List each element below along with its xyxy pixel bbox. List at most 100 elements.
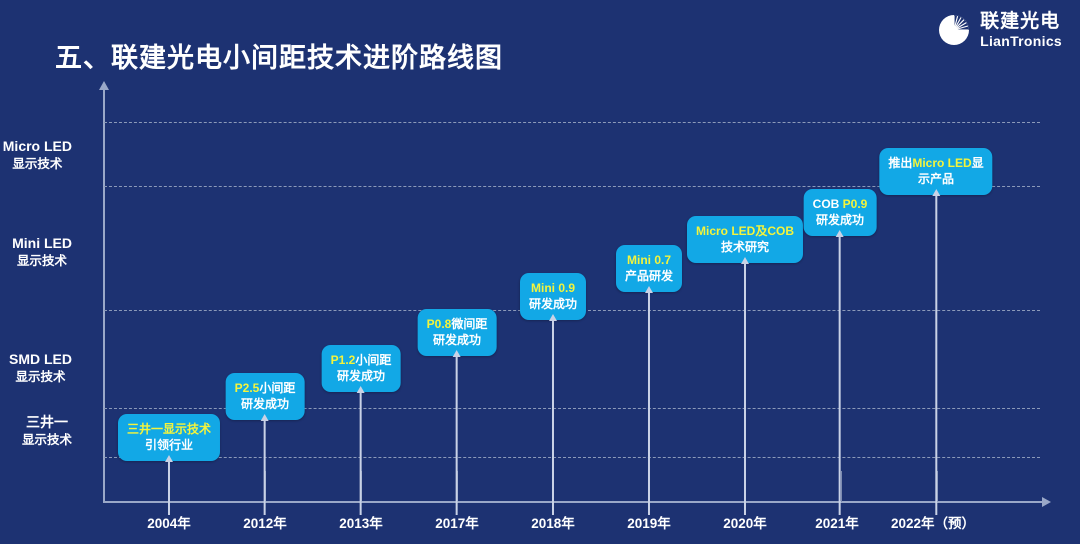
x-axis-tick-2004: 2004年 xyxy=(147,516,191,531)
gridline xyxy=(104,186,1040,187)
gridline xyxy=(104,408,1040,409)
logo-text-cn: 联建光电 xyxy=(980,11,1061,32)
milestone-line2: 研发成功 xyxy=(432,333,482,348)
milestone-stem xyxy=(359,391,362,515)
milestone-line2: 研发成功 xyxy=(528,297,578,312)
milestone-text-highlight: Mini 0.7 xyxy=(626,253,672,267)
milestone-text-highlight: P2.5 xyxy=(234,381,260,395)
milestone-text-pre: COB xyxy=(812,197,843,211)
logo-text-en: LianTronics xyxy=(980,33,1062,49)
milestone-text-highlight: Micro LED及COB xyxy=(695,224,795,238)
milestone-text-highlight: P0.9 xyxy=(842,197,868,211)
milestone-line2: 技术研究 xyxy=(720,240,770,255)
milestone-box[interactable]: Mini 0.9 研发成功 xyxy=(519,273,587,321)
milestone-stem xyxy=(743,262,746,515)
page-title: 五、联建光电小间距技术进阶路线图 xyxy=(55,43,503,73)
x-axis-tick-2012: 2012年 xyxy=(243,516,287,531)
liantronics-fan-logo xyxy=(939,15,970,45)
milestone-box[interactable]: 推出Micro LED显 示产品 xyxy=(879,148,993,196)
milestone-text-highlight: 三井一显示技术 xyxy=(126,422,212,436)
x-axis-line xyxy=(103,501,1043,503)
milestone-stem-arrow xyxy=(164,455,173,462)
milestone-stem-arrow xyxy=(740,257,749,264)
milestone-node-2004[interactable]: 三井一显示技术 引领行业 xyxy=(117,414,221,515)
milestone-line2: 研发成功 xyxy=(240,397,290,412)
milestone-text-post: 小间距 xyxy=(259,381,296,395)
milestone-stem-arrow xyxy=(644,286,653,293)
milestone-text-post: 小间距 xyxy=(355,353,392,367)
y-axis-label-sanjingyi: 三井一 显示技术 xyxy=(22,413,72,449)
milestone-box[interactable]: P2.5小间距 研发成功 xyxy=(225,373,305,421)
milestone-box[interactable]: Mini 0.7 产品研发 xyxy=(615,245,683,293)
milestone-line2: 研发成功 xyxy=(815,213,864,228)
milestone-node-2018[interactable]: Mini 0.9 研发成功 xyxy=(519,273,587,515)
y-axis-label-mini-led: Mini LED 显示技术 xyxy=(12,234,72,270)
x-axis-tick-2017: 2017年 xyxy=(435,516,479,531)
milestone-stem-arrow xyxy=(548,314,557,321)
milestone-node-2022[interactable]: 推出Micro LED显 示产品 xyxy=(879,148,993,515)
milestone-line2: 示产品 xyxy=(917,172,954,187)
y-label-line1: Mini LED xyxy=(12,235,72,251)
y-axis-label-smd-led: SMD LED 显示技术 xyxy=(9,350,72,386)
y-label-line1: Micro LED xyxy=(2,138,72,154)
y-axis-arrow xyxy=(99,81,109,90)
milestone-line1: Micro LED及COB xyxy=(696,223,794,239)
milestone-line1: 推出Micro LED显 xyxy=(888,155,983,171)
x-axis-tick-2022: 2022年（预） xyxy=(890,516,976,531)
y-label-line2: 显示技术 xyxy=(17,253,68,268)
milestone-line1: COB P0.9 xyxy=(813,196,868,212)
axis-divider xyxy=(937,471,938,502)
milestone-stem xyxy=(935,194,937,515)
milestone-text-post: 微间距 xyxy=(451,317,488,331)
x-axis-tick-2020: 2020年 xyxy=(723,516,767,531)
y-label-line1: 三井一 xyxy=(25,414,68,430)
y-label-line1: SMD LED xyxy=(9,351,72,367)
milestone-box[interactable]: Micro LED及COB 技术研究 xyxy=(686,216,804,264)
milestone-text-post: 显 xyxy=(971,156,984,170)
y-label-line2: 显示技术 xyxy=(21,432,72,447)
milestone-stem-arrow xyxy=(260,414,269,421)
milestone-stem xyxy=(839,235,841,515)
milestone-box[interactable]: P0.8微间距 研发成功 xyxy=(417,309,497,357)
milestone-text-highlight: P1.2 xyxy=(330,353,356,367)
milestone-stem xyxy=(167,460,170,515)
milestone-node-2017[interactable]: P0.8微间距 研发成功 xyxy=(417,309,497,515)
milestone-stem xyxy=(263,419,266,515)
milestone-line1: Mini 0.9 xyxy=(529,280,577,296)
milestone-line1: Mini 0.7 xyxy=(625,252,673,268)
milestone-stem-arrow xyxy=(836,230,844,237)
milestone-text-highlight: Micro LED xyxy=(912,156,972,170)
milestone-line1: P0.8微间距 xyxy=(427,316,488,332)
company-logo: 联建光电 LianTronics xyxy=(937,12,1062,48)
milestone-box[interactable]: COB P0.9 研发成功 xyxy=(803,189,877,237)
milestone-box[interactable]: P1.2小间距 研发成功 xyxy=(321,345,401,393)
y-label-line2: 显示技术 xyxy=(15,369,66,384)
milestone-stem-arrow xyxy=(932,189,940,196)
milestone-line1: 三井一显示技术 xyxy=(127,421,211,437)
milestone-stem xyxy=(551,319,554,515)
milestone-text-highlight: Mini 0.9 xyxy=(530,281,576,295)
milestone-line2: 引领行业 xyxy=(144,438,194,453)
x-axis-tick-2013: 2013年 xyxy=(339,516,383,531)
milestone-node-2019[interactable]: Mini 0.7 产品研发 xyxy=(615,245,683,515)
milestone-text-highlight: P0.8 xyxy=(426,317,452,331)
gridline xyxy=(104,457,1040,458)
y-label-line2: 显示技术 xyxy=(12,156,63,171)
milestone-line2: 研发成功 xyxy=(336,369,386,384)
x-axis-tick-2019: 2019年 xyxy=(627,516,671,531)
x-axis-tick-2018: 2018年 xyxy=(531,516,575,531)
x-axis-tick-2021: 2021年 xyxy=(815,516,859,531)
milestone-stem-arrow xyxy=(452,350,461,357)
milestone-node-2013[interactable]: P1.2小间距 研发成功 xyxy=(321,345,401,515)
milestone-text-pre: 推出 xyxy=(888,156,913,170)
milestone-box[interactable]: 三井一显示技术 引领行业 xyxy=(117,414,221,462)
milestone-node-2012[interactable]: P2.5小间距 研发成功 xyxy=(225,373,305,515)
y-axis-line xyxy=(103,88,105,502)
milestone-line1: P2.5小间距 xyxy=(235,380,296,396)
milestone-node-2021[interactable]: COB P0.9 研发成功 xyxy=(803,189,877,515)
milestone-line2: 产品研发 xyxy=(624,269,674,284)
milestone-node-2020[interactable]: Micro LED及COB 技术研究 xyxy=(686,216,804,515)
milestone-line1: P1.2小间距 xyxy=(331,352,392,368)
axis-divider xyxy=(841,471,842,502)
